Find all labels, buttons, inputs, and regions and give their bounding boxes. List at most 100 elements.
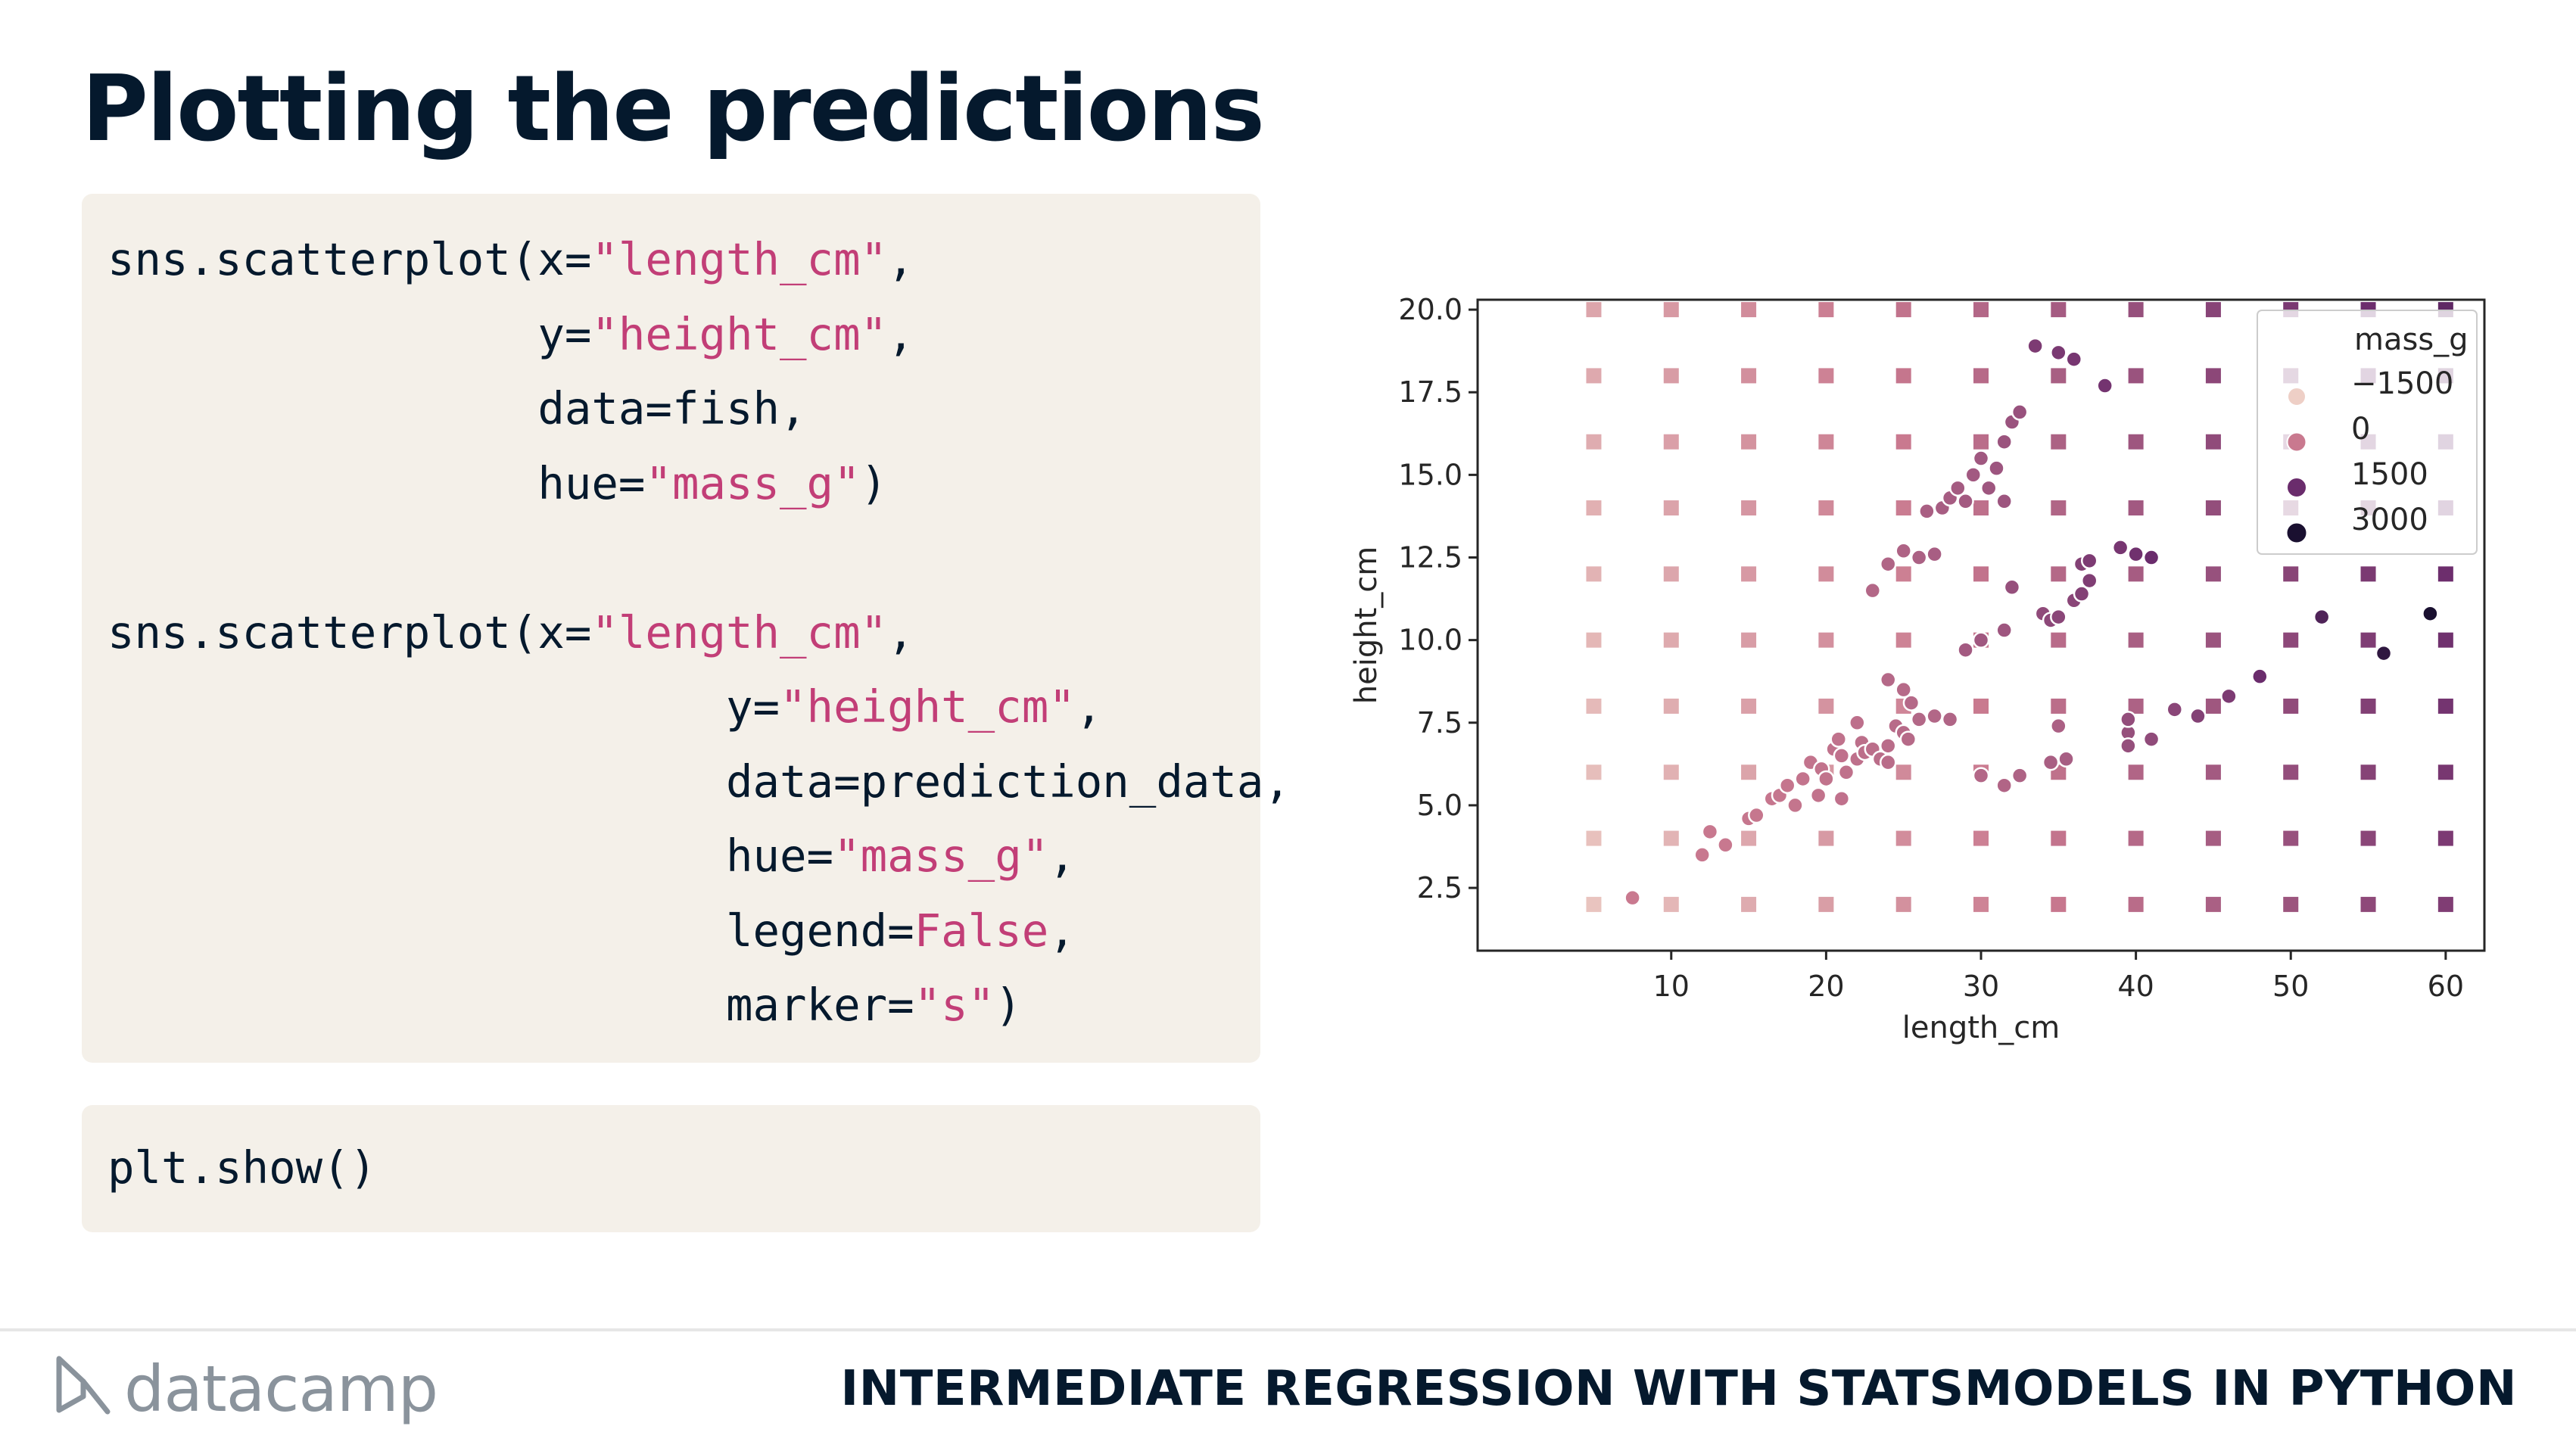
fish-point-marker <box>2011 767 2029 784</box>
slide-title: Plotting the predictions <box>82 57 1265 162</box>
fish-points-layer <box>1624 337 2439 907</box>
code-string-token: "height_cm" <box>591 307 888 360</box>
code-token: hue= <box>107 456 646 509</box>
prediction-square-marker <box>2437 632 2453 648</box>
code-string-token: "length_cm" <box>591 606 888 659</box>
fish-point-marker <box>1778 777 1796 794</box>
fish-point-marker <box>2313 608 2331 626</box>
prediction-square-marker <box>2051 500 2067 516</box>
prediction-square-marker <box>2051 830 2067 846</box>
code-token: plt.show() <box>107 1141 377 1194</box>
x-tick-label: 40 <box>2117 970 2154 1003</box>
x-tick-label: 50 <box>2272 970 2309 1003</box>
y-tick-label: 15.0 <box>1398 458 1462 491</box>
fish-point-marker <box>1972 767 1990 784</box>
prediction-square-marker <box>2128 764 2144 780</box>
prediction-square-marker <box>2128 698 2144 714</box>
fish-point-marker <box>2080 571 2098 590</box>
prediction-square-marker <box>1741 830 1757 846</box>
code-line: hue="mass_g") <box>107 457 887 510</box>
prediction-square-marker <box>1973 368 1989 384</box>
legend-entry-label: −1500 <box>2351 366 2453 401</box>
fish-point-marker <box>1809 786 1827 805</box>
code-block-show: plt.show() <box>82 1105 1260 1232</box>
prediction-square-marker <box>2283 896 2299 912</box>
code-token: data=fish, <box>107 382 807 434</box>
prediction-square-marker <box>2283 566 2299 582</box>
prediction-square-marker <box>1973 434 1989 450</box>
fish-point-marker <box>1995 493 2013 510</box>
fish-point-marker <box>1902 694 1920 711</box>
prediction-square-marker <box>2205 302 2221 318</box>
code-line: y="height_cm", <box>107 308 914 361</box>
fish-point-marker <box>2127 545 2145 563</box>
prediction-square-marker <box>2128 500 2144 516</box>
prediction-square-marker <box>2205 368 2221 384</box>
code-string-token: "length_cm" <box>591 233 888 285</box>
legend-marker <box>2286 431 2307 453</box>
code-token: sns.scatterplot(x= <box>107 233 592 285</box>
fish-point-marker <box>1879 753 1897 771</box>
prediction-square-marker <box>1895 896 1911 912</box>
fish-point-marker <box>1995 621 2013 639</box>
prediction-square-marker <box>2360 566 2376 582</box>
x-tick-label: 30 <box>1963 970 1999 1003</box>
code-line: legend=False, <box>107 905 1076 957</box>
prediction-square-marker <box>2128 830 2144 846</box>
fish-point-marker <box>1972 450 1990 467</box>
fish-point-marker <box>2251 668 2269 685</box>
prediction-square-marker <box>1895 368 1911 384</box>
prediction-square-marker <box>1741 764 1757 780</box>
prediction-square-marker <box>2437 764 2453 780</box>
prediction-square-marker <box>2205 698 2221 714</box>
fish-point-marker <box>1926 545 1943 563</box>
prediction-square-marker <box>1663 896 1679 912</box>
fish-point-marker <box>2050 608 2067 626</box>
fish-point-marker <box>1794 770 1811 788</box>
legend-entry-label: 1500 <box>2351 457 2428 492</box>
prediction-square-marker <box>2205 632 2221 648</box>
legend-title: mass_g <box>2354 322 2469 357</box>
prediction-square-marker <box>1895 302 1911 318</box>
fish-point-marker <box>2120 737 2137 755</box>
prediction-square-marker <box>1818 500 1834 516</box>
prediction-square-marker <box>1895 632 1911 648</box>
fish-point-marker <box>1701 823 1719 841</box>
fish-point-marker <box>1693 846 1711 864</box>
fish-point-marker <box>1926 707 1943 725</box>
fish-point-marker <box>1717 836 1734 854</box>
fish-point-marker <box>1786 796 1804 814</box>
fish-point-marker <box>1910 711 1928 728</box>
prediction-square-marker <box>1586 632 1602 648</box>
prediction-square-marker <box>1663 698 1679 714</box>
fish-point-marker <box>2065 350 2083 368</box>
fish-point-marker <box>2166 701 2184 718</box>
prediction-square-marker <box>1586 764 1602 780</box>
prediction-square-marker <box>1818 302 1834 318</box>
prediction-square-marker <box>2128 302 2144 318</box>
code-token: marker= <box>107 979 914 1031</box>
code-block-scatterplots: sns.scatterplot(x="length_cm", y="height… <box>82 194 1291 1063</box>
x-tick-label: 60 <box>2428 970 2464 1003</box>
code-token: y= <box>107 307 592 360</box>
fish-point-marker <box>2142 730 2160 748</box>
prediction-square-marker <box>1663 566 1679 582</box>
prediction-square-marker <box>1895 500 1911 516</box>
fish-point-marker <box>1995 777 2013 794</box>
x-tick-label: 10 <box>1653 970 1690 1003</box>
fish-point-marker <box>1949 479 1967 497</box>
prediction-square-marker <box>1663 434 1679 450</box>
y-tick-label: 10.0 <box>1398 624 1462 657</box>
fish-point-marker <box>2142 549 2160 566</box>
x-tick-label: 20 <box>1808 970 1844 1003</box>
course-title: INTERMEDIATE REGRESSION WITH STATSMODELS… <box>840 1361 2517 1417</box>
code-token: , <box>887 307 914 360</box>
fish-point-marker <box>2375 644 2393 662</box>
legend-marker <box>2287 387 2307 406</box>
prediction-square-marker <box>1741 632 1757 648</box>
prediction-square-marker <box>2283 764 2299 780</box>
legend-entry-label: 3000 <box>2351 503 2428 537</box>
fish-point-marker <box>1833 747 1851 764</box>
prediction-square-marker <box>1663 632 1679 648</box>
code-string-token: "mass_g" <box>645 456 861 509</box>
